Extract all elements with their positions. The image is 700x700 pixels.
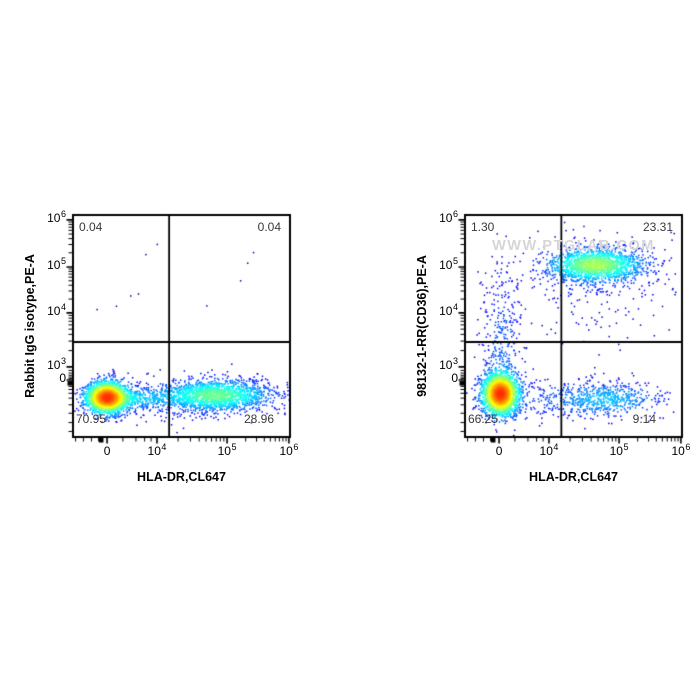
quadrant-stat-bottom-right: 9.14 bbox=[632, 412, 656, 426]
y-tick-label: 106 bbox=[439, 208, 458, 225]
y-tick-label: 0 bbox=[451, 370, 458, 385]
flow-plot-left: Rabbit IgG isotype,PE-A HLA-DR,CL647 0.0… bbox=[23, 205, 304, 484]
x-tick-label: 0 bbox=[103, 444, 111, 458]
quadrant-stat-top-right: 23.31 bbox=[642, 220, 673, 234]
x-tick-label: 105 bbox=[217, 442, 237, 458]
y-tick-label: 104 bbox=[47, 301, 66, 318]
y-tick-label: 0 bbox=[59, 370, 66, 385]
y-tick-label: 103 bbox=[47, 355, 66, 372]
x-tick-label: 104 bbox=[147, 442, 167, 458]
quadrant-stat-bottom-right: 28.96 bbox=[243, 412, 274, 426]
x-tick-label: 104 bbox=[539, 442, 559, 458]
quadrant-stat-top-right: 0.04 bbox=[257, 220, 281, 234]
x-axis-label: HLA-DR,CL647 bbox=[137, 470, 226, 484]
scatter-canvas-left bbox=[49, 205, 304, 455]
y-tick-label: 104 bbox=[439, 301, 458, 318]
y-tick-label: 103 bbox=[439, 355, 458, 372]
quadrant-stat-bottom-left: 66.25 bbox=[468, 412, 499, 426]
quadrant-stat-top-left: 0.04 bbox=[79, 220, 103, 234]
y-tick-label: 106 bbox=[47, 208, 66, 225]
x-tick-label: 0 bbox=[495, 444, 503, 458]
x-tick-label: 105 bbox=[609, 442, 629, 458]
quadrant-stat-top-left: 1.30 bbox=[471, 220, 495, 234]
quadrant-stat-bottom-left: 70.95 bbox=[76, 412, 107, 426]
y-tick-label: 105 bbox=[439, 255, 458, 272]
y-axis-label: 98132-1-RR(CD36),PE-A bbox=[415, 255, 429, 397]
x-tick-label: 106 bbox=[279, 442, 299, 458]
y-tick-label: 105 bbox=[47, 255, 66, 272]
y-axis-label: Rabbit IgG isotype,PE-A bbox=[23, 254, 37, 398]
scatter-canvas-right bbox=[441, 205, 696, 455]
watermark: WWW.PTGLAB.COM bbox=[492, 238, 655, 254]
flow-plot-right: WWW.PTGLAB.COM 98132-1-RR(CD36),PE-A HLA… bbox=[415, 205, 696, 484]
x-tick-label: 106 bbox=[671, 442, 691, 458]
x-axis-label: HLA-DR,CL647 bbox=[529, 470, 618, 484]
